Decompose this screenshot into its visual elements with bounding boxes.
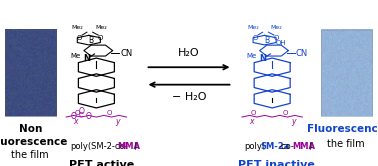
Text: O: O	[283, 110, 288, 116]
Text: Me₂: Me₂	[247, 25, 259, 30]
Text: O: O	[78, 107, 84, 116]
Text: O: O	[107, 110, 112, 116]
Text: O: O	[273, 36, 279, 42]
Text: x: x	[249, 117, 254, 126]
Text: OH: OH	[276, 41, 287, 46]
Text: Me₂: Me₂	[271, 25, 283, 30]
Text: O: O	[71, 112, 77, 121]
Text: poly(SM-2-co-: poly(SM-2-co-	[70, 142, 128, 151]
Text: the film: the film	[11, 150, 49, 160]
Text: H₂O: H₂O	[178, 48, 200, 58]
Text: PET active: PET active	[70, 160, 135, 166]
Text: ): )	[133, 142, 137, 151]
Text: O: O	[253, 36, 258, 42]
Text: O: O	[98, 36, 103, 42]
Text: poly(: poly(	[244, 142, 265, 151]
Text: MMA: MMA	[292, 142, 315, 151]
Text: B: B	[264, 37, 269, 45]
Text: Me: Me	[246, 53, 257, 59]
Text: MMA: MMA	[117, 142, 140, 151]
Text: C: C	[79, 112, 84, 118]
Text: N: N	[84, 54, 90, 63]
Text: fluorescence: fluorescence	[0, 137, 68, 147]
Text: the film: the film	[327, 139, 365, 149]
Text: B: B	[88, 37, 93, 45]
Text: Non: Non	[19, 124, 42, 134]
Text: SM-2a: SM-2a	[261, 142, 290, 151]
Text: y: y	[291, 117, 295, 126]
Text: ): )	[309, 142, 312, 151]
Text: O: O	[75, 110, 80, 116]
Text: CN: CN	[296, 49, 308, 58]
Text: − H₂O: − H₂O	[172, 92, 206, 102]
Text: Fluorescence: Fluorescence	[307, 124, 378, 134]
Bar	[5, 30, 56, 116]
Text: PET inactive: PET inactive	[237, 160, 314, 166]
Text: Me₂: Me₂	[71, 25, 84, 30]
Text: Me₂: Me₂	[95, 25, 107, 30]
Text: x: x	[73, 117, 78, 126]
Text: y: y	[115, 117, 119, 126]
Bar	[321, 30, 372, 116]
Text: CN: CN	[120, 49, 132, 58]
Text: O: O	[251, 110, 256, 116]
Text: -co-: -co-	[279, 142, 294, 151]
Text: Me: Me	[70, 53, 81, 59]
Text: O: O	[86, 112, 92, 121]
Text: N: N	[259, 54, 266, 63]
Text: O: O	[77, 36, 82, 42]
